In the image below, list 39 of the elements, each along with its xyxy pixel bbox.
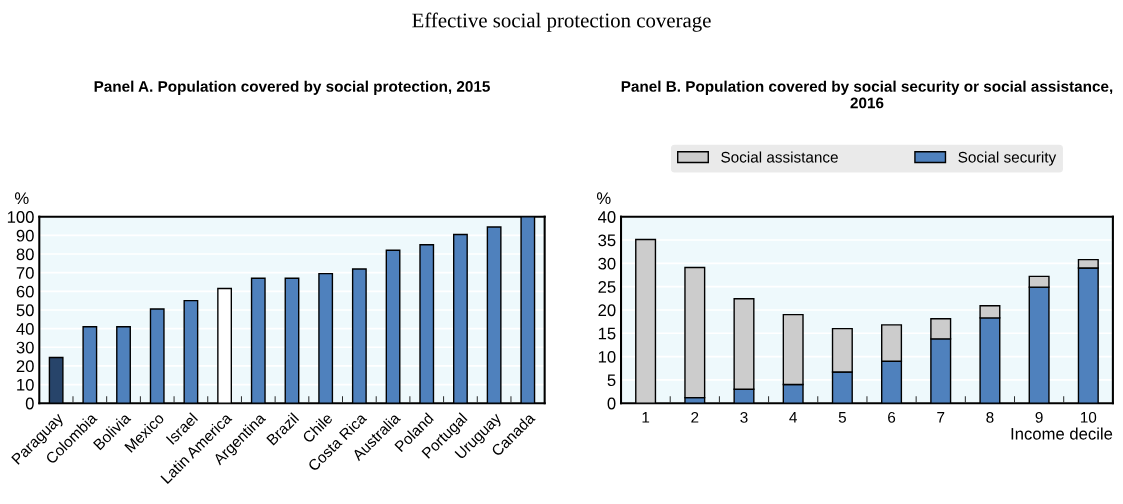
y-tick-label: 30 — [598, 257, 616, 270]
y-tick-label: 35 — [598, 234, 616, 247]
x-tick-label: 4 — [789, 412, 797, 423]
y-tick-label: 0 — [25, 397, 34, 410]
x-tick-label: 2 — [691, 411, 699, 423]
bar — [684, 266, 706, 399]
chart-subtitle: Panel A. Population covered by social protection, 2015 — [94, 80, 490, 95]
y-axis-title: % — [14, 192, 29, 205]
y-tick-label: 10 — [598, 350, 616, 363]
x-tick-label: 3 — [740, 411, 748, 423]
y-tick-label: 0 — [607, 397, 616, 410]
y-tick-label: 30 — [16, 341, 34, 354]
x-tick-label: 6 — [888, 411, 896, 423]
y-tick-label: 20 — [598, 304, 616, 317]
y-tick-label: 10 — [17, 378, 34, 391]
x-tick-label: 5 — [838, 412, 846, 423]
y-tick-label: 5 — [607, 374, 616, 387]
x-tick-label: 8 — [986, 411, 994, 423]
x-tick-label: 9 — [1035, 411, 1043, 423]
x-axis-title: Income decile — [1011, 427, 1113, 440]
legend-label: Social assistance — [721, 151, 838, 163]
x-tick-label: 7 — [937, 412, 945, 423]
chart-title: Effective social protection coverage — [412, 12, 711, 32]
y-tick-label: 40 — [598, 211, 616, 223]
y-tick-label: 60 — [16, 285, 34, 298]
y-tick-label: 70 — [16, 267, 34, 279]
y-tick-label: 15 — [598, 327, 616, 340]
y-tick-label: 40 — [16, 323, 34, 335]
y-tick-label: 90 — [16, 229, 34, 242]
chart-subtitle: Panel B. Population covered by social security or social assistance, 2016 — [621, 80, 1113, 109]
legend-label: Social security — [958, 151, 1057, 166]
y-tick-label: 25 — [598, 281, 616, 293]
y-tick-label: 20 — [16, 360, 34, 373]
y-tick-label: 50 — [16, 304, 34, 317]
x-tick-label: 10 — [1080, 411, 1097, 423]
x-tick-label: 1 — [642, 412, 650, 423]
y-tick-label: 100 — [7, 211, 34, 223]
y-axis-title: % — [596, 192, 611, 205]
y-tick-label: 80 — [16, 248, 34, 261]
